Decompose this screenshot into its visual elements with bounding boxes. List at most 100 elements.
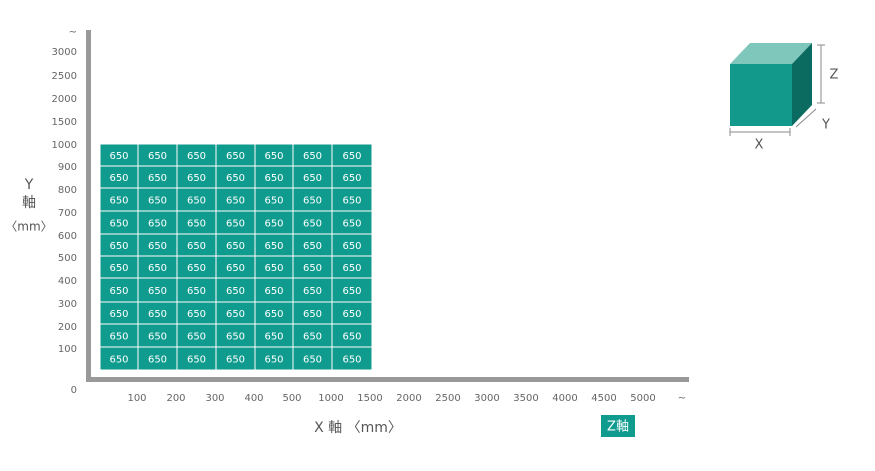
cell-value: 650 [264,173,283,184]
cell-value: 650 [187,219,206,230]
x-tick-label: 300 [205,393,224,404]
y-axis-label: 軸 [22,195,36,211]
cell-value: 650 [303,173,322,184]
cell-value: 650 [226,173,245,184]
cell-value: 650 [264,151,283,162]
cell-value: 650 [303,286,322,297]
cell-value: 650 [148,241,167,252]
cell-value: 650 [342,151,361,162]
cube-icon: Z X Y [729,43,839,153]
cell-value: 650 [109,219,128,230]
cell-value: 650 [148,219,167,230]
cell-value: 650 [303,151,322,162]
x-tick-label: 3000 [474,393,499,404]
cell-value: 650 [264,196,283,207]
cell-value: 650 [264,286,283,297]
cell-value: 650 [342,173,361,184]
cell-value: 650 [342,355,361,366]
cell-value: 650 [226,286,245,297]
cell-value: 650 [187,196,206,207]
cell-value: 650 [109,263,128,274]
x-tick-label: 1000 [318,393,343,404]
cell-value: 650 [187,309,206,320]
y-tick-label: 700 [58,208,77,219]
cube-side [792,43,812,126]
cell-value: 650 [187,263,206,274]
cell-value: 650 [342,219,361,230]
y-tick-label: 100 [58,344,77,355]
grid-cell [331,346,373,371]
cell-value: 650 [148,286,167,297]
cell-value: 650 [303,263,322,274]
cell-value: 650 [303,241,322,252]
grid-cell [176,277,217,303]
cell-value: 650 [342,309,361,320]
y-tick-label: 2500 [52,71,77,82]
cell-value: 650 [109,241,128,252]
cell-value: 650 [226,151,245,162]
z-badge: Z軸 [607,420,629,435]
cell-value: 650 [226,332,245,343]
z-badge-bg [601,415,635,437]
cell-value: 650 [226,263,245,274]
y-tick-label: 2000 [52,94,77,105]
x-tick-label: 2000 [396,393,421,404]
cell-value: 650 [109,196,128,207]
cell-value: 650 [303,309,322,320]
cell-value: 650 [187,241,206,252]
cell-value: 650 [303,196,322,207]
cell-value: 650 [187,355,206,366]
cell-value: 650 [187,151,206,162]
y-axis-bar [86,30,91,382]
cell-value: 650 [342,196,361,207]
x-tick-label: ~ [678,393,686,404]
cell-value: 650 [226,355,245,366]
cell-value: 650 [187,173,206,184]
cell-value: 650 [226,196,245,207]
y-tick-label: ~ [69,27,77,38]
cell-value: 650 [187,332,206,343]
cube-front [730,64,792,126]
cell-value: 650 [109,309,128,320]
x-tick-label: 4500 [591,393,616,404]
cell-value: 650 [226,309,245,320]
y-axis-label: 〈mm〉 [5,220,52,234]
cell-value: 650 [303,219,322,230]
cell-value: 650 [342,332,361,343]
cell-value: 650 [148,355,167,366]
x-tick-label: 400 [244,393,263,404]
cube-y-label: Y [821,118,830,133]
cell-value: 650 [109,355,128,366]
y-tick-label: 400 [58,276,77,287]
cell-value: 650 [342,263,361,274]
grid-cell [254,277,294,303]
dimension-lines [729,44,825,136]
x-axis-title: X 軸 〈mm〉 [314,420,402,436]
cell-value: 650 [148,173,167,184]
cell-value: 650 [148,263,167,274]
cell-value: 650 [109,286,128,297]
x-tick-label: 200 [166,393,185,404]
y-tick-label: 800 [58,185,77,196]
grid-cell [137,277,178,303]
cell-value: 650 [187,286,206,297]
x-tick-label: 1500 [357,393,382,404]
cell-value: 650 [342,286,361,297]
cell-value: 650 [109,173,128,184]
cell-value: 650 [148,151,167,162]
cube-x-label: X [755,138,764,153]
y-tick-label: 3000 [52,47,77,58]
cell-value: 650 [226,219,245,230]
x-tick-label: 5000 [630,393,655,404]
cell-value: 650 [303,332,322,343]
y-tick-label: 300 [58,299,77,310]
cell-value: 650 [264,219,283,230]
y-tick-label: 0 [71,385,77,396]
cell-value: 650 [109,151,128,162]
cube-z-label: Z [830,68,839,83]
x-tick-label: 500 [282,393,301,404]
x-tick-label: 100 [127,393,146,404]
cell-value: 650 [303,355,322,366]
cell-value: 650 [264,241,283,252]
